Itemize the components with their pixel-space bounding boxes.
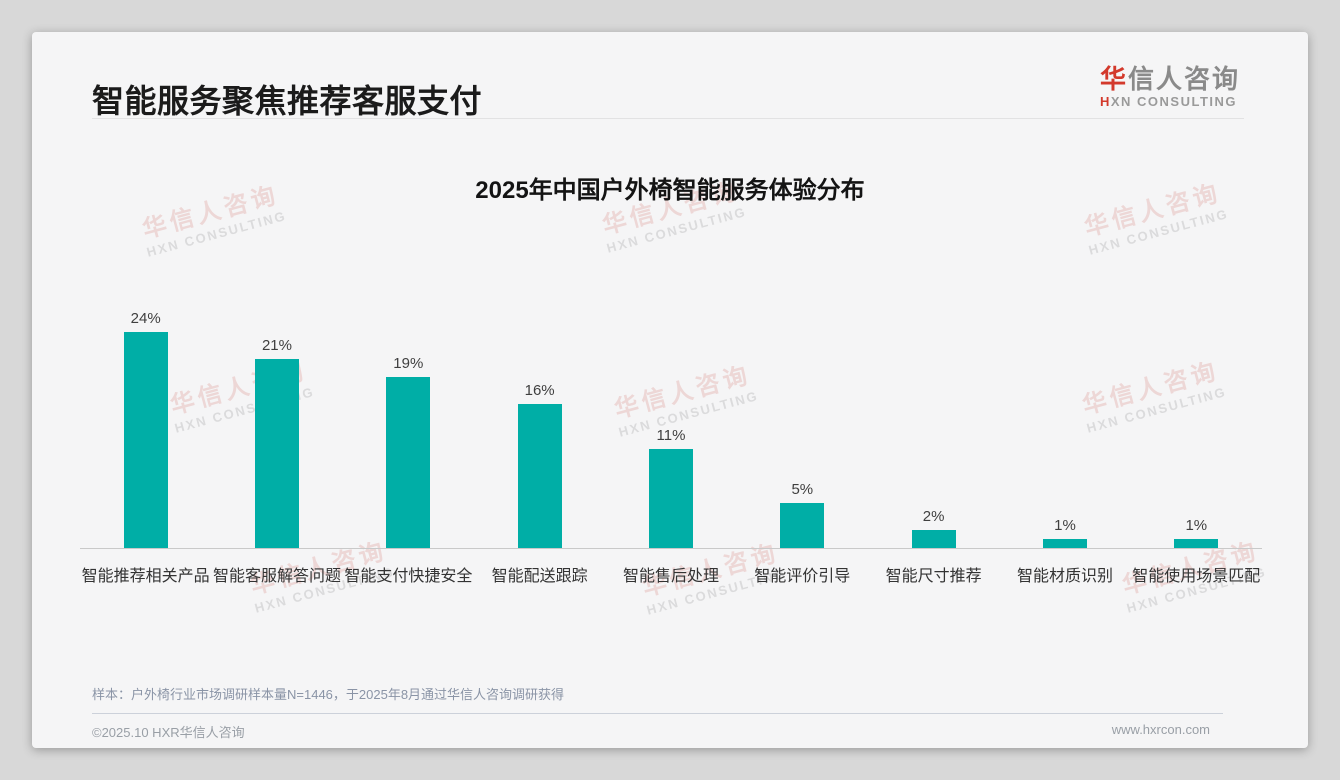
watermark-en-text: HXN CONSULTING	[1087, 206, 1231, 258]
bar-column: 21%	[211, 309, 342, 548]
category-label: 智能评价引导	[754, 568, 851, 585]
bar	[386, 377, 431, 548]
bar-value-label: 16%	[524, 382, 555, 399]
footer: ©2025.10 HXR华信人咨询 www.hxrcon.com	[92, 722, 1210, 741]
plot-area: 24% 21% 19% 16% 11% 5% 2% 1% 1%	[80, 309, 1262, 549]
bar	[648, 449, 693, 548]
bar-value-label: 24%	[130, 310, 161, 327]
category-label: 智能配送跟踪	[491, 568, 588, 585]
bar-value-label: 11%	[656, 427, 686, 444]
watermark-en-text: HXN CONSULTING	[605, 204, 749, 256]
report-slide: 华信人咨询 HXN CONSULTING 华信人咨询 HXN CONSULTING 华信…	[32, 32, 1308, 748]
bar-column: 11%	[605, 309, 736, 548]
bar-chart: 24% 21% 19% 16% 11% 5% 2% 1% 1% 智能推荐相关产品 智能客服解答问题…	[80, 309, 1262, 586]
category-label: 智能使用场景匹配	[1132, 568, 1261, 585]
logo-cn-rest: 信人咨询	[1127, 64, 1240, 94]
watermark-en-text: HXN CONSULTING	[145, 208, 289, 260]
bar	[1042, 539, 1087, 548]
logo-accent-char: 华	[1099, 64, 1128, 94]
category-label: 智能材质识别	[1016, 568, 1113, 585]
bar-value-label: 1%	[1054, 517, 1076, 534]
header-divider	[92, 118, 1244, 119]
logo-chinese-name: 华信人咨询	[1100, 64, 1240, 94]
bar	[1174, 539, 1219, 548]
page-title: 智能服务聚焦推荐客服支付	[92, 83, 483, 119]
company-logo: 华信人咨询 HXN CONSULTING	[1100, 64, 1240, 110]
copyright-text: ©2025.10 HXR华信人咨询	[92, 725, 245, 740]
logo-english-name: HXN CONSULTING	[1100, 94, 1240, 110]
category-label: 智能支付快捷安全	[344, 568, 473, 585]
bar-value-label: 21%	[261, 337, 292, 354]
logo-en-rest: XN CONSULTING	[1110, 94, 1238, 109]
bar-value-label: 19%	[393, 355, 424, 372]
bar-column: 5%	[737, 309, 868, 548]
bar-column: 19%	[343, 309, 474, 548]
bar	[911, 530, 956, 548]
bar-column: 16%	[474, 309, 605, 548]
bar	[780, 503, 825, 548]
footer-divider	[92, 713, 1223, 714]
bar-value-label: 2%	[922, 508, 945, 525]
website-url: www.hxrcon.com	[1111, 722, 1210, 737]
bar-column: 24%	[80, 309, 211, 548]
sample-footnote: 样本：户外椅行业市场调研样本量N=1446，于2025年8月通过华信人咨询调研获…	[92, 687, 565, 702]
chart-title: 2025年中国户外椅智能服务体验分布	[475, 177, 865, 204]
category-label: 智能尺寸推荐	[885, 568, 982, 585]
bar-column: 2%	[868, 309, 999, 548]
category-label: 智能推荐相关产品	[81, 568, 210, 585]
category-label: 智能售后处理	[622, 568, 719, 585]
bar-value-label: 1%	[1185, 517, 1208, 534]
bar-column: 1%	[1131, 309, 1262, 548]
logo-en-accent-char: H	[1099, 94, 1111, 109]
bar	[254, 359, 299, 548]
bar	[123, 332, 168, 548]
bar	[517, 404, 562, 548]
bar-value-label: 5%	[791, 481, 814, 498]
x-axis-labels: 智能推荐相关产品 智能客服解答问题 智能支付快捷安全 智能配送跟踪 智能售后处理 智能评价…	[80, 562, 1262, 586]
bar-column: 1%	[999, 309, 1130, 548]
category-label: 智能客服解答问题	[212, 568, 341, 585]
